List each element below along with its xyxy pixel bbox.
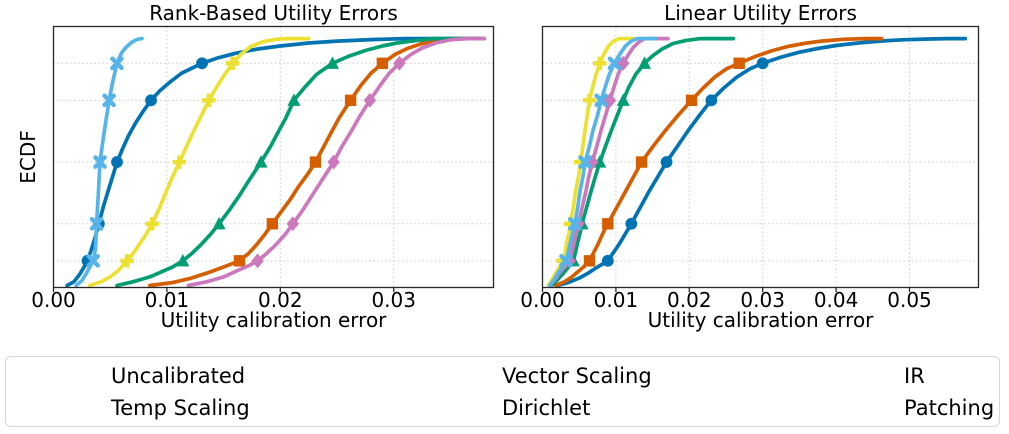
ecdf-curve-temp-scaling bbox=[148, 36, 486, 288]
left-plot-xlabel: Utility calibration error bbox=[160, 308, 387, 332]
x-tick-label: 0.03 bbox=[740, 288, 785, 312]
legend-swatch-plus-icon bbox=[806, 363, 896, 389]
markers-uncalibrated bbox=[601, 57, 769, 267]
right-plot-title: Linear Utility Errors bbox=[664, 1, 857, 25]
x-tick-label: 0.00 bbox=[31, 288, 76, 312]
legend-item-temp-scaling: Temp Scaling bbox=[13, 395, 250, 421]
legend-item-ir: IR bbox=[806, 363, 925, 389]
markers-ir bbox=[120, 56, 240, 268]
axes-frame bbox=[541, 25, 980, 289]
markers-temp-scaling bbox=[233, 57, 389, 267]
markers-vector-scaling bbox=[176, 56, 339, 267]
markers-patching bbox=[559, 56, 622, 268]
markers-patching bbox=[86, 56, 124, 268]
legend-swatch-square-icon bbox=[13, 395, 103, 421]
legend-swatch-x-icon bbox=[806, 395, 896, 421]
x-tick-label: 0.02 bbox=[258, 288, 303, 312]
x-tick-label: 0.01 bbox=[145, 288, 190, 312]
left-plot-ylabel: ECDF bbox=[16, 130, 40, 184]
right-plot-xlabel: Utility calibration error bbox=[647, 308, 874, 332]
legend-label: Temp Scaling bbox=[111, 396, 250, 420]
x-tick-label: 0.03 bbox=[371, 288, 416, 312]
legend-label: Dirichlet bbox=[502, 396, 591, 420]
right-plot: 0.00 0.01 0.02 0.03 0.04 0.05 bbox=[520, 25, 980, 312]
legend-item-patching: Patching bbox=[806, 395, 994, 421]
x-tick-label: 0.04 bbox=[814, 288, 859, 312]
left-plot-title: Rank-Based Utility Errors bbox=[149, 1, 398, 25]
legend-swatch-circle-icon bbox=[13, 363, 103, 389]
legend-swatch-triangle-icon bbox=[404, 363, 494, 389]
axes-frame bbox=[52, 25, 495, 289]
legend-label: Uncalibrated bbox=[111, 364, 246, 388]
legend: Uncalibrated Temp Scaling Vector Scaling… bbox=[5, 356, 1000, 427]
x-tick-label: 0.01 bbox=[594, 288, 639, 312]
legend-item-dirichlet: Dirichlet bbox=[404, 395, 590, 421]
x-tick-label: 0.05 bbox=[887, 288, 932, 312]
x-tick-label: 0.02 bbox=[667, 288, 712, 312]
legend-item-vector-scaling: Vector Scaling bbox=[404, 363, 652, 389]
markers-temp-scaling bbox=[583, 57, 745, 267]
ecdf-plots-canvas: 0.00 0.01 0.02 0.03 0.00 0.01 0.02 0.03 0.04 0.05 bbox=[31, 25, 980, 312]
legend-item-uncalibrated: Uncalibrated bbox=[13, 363, 245, 389]
legend-label: IR bbox=[904, 364, 925, 388]
legend-swatch-diamond-icon bbox=[404, 395, 494, 421]
left-plot: 0.00 0.01 0.02 0.03 bbox=[31, 25, 495, 312]
ecdf-curve-uncalibrated bbox=[65, 36, 485, 288]
ecdf-curve-dirichlet bbox=[186, 36, 487, 288]
legend-label: Vector Scaling bbox=[502, 364, 652, 388]
x-tick-label: 0.00 bbox=[520, 288, 565, 312]
markers-dirichlet bbox=[251, 55, 406, 269]
legend-label: Patching bbox=[904, 396, 995, 420]
